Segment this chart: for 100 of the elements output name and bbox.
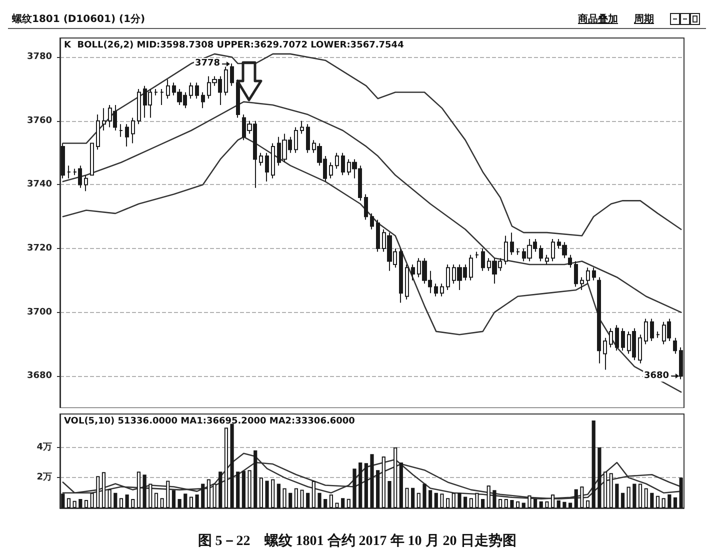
bar xyxy=(440,494,444,508)
bar xyxy=(125,494,129,508)
y-tick-label: 3760 xyxy=(26,116,52,126)
bar xyxy=(189,496,194,508)
bar xyxy=(545,501,549,508)
bar xyxy=(556,500,560,508)
candlestick xyxy=(376,219,380,252)
bar xyxy=(399,462,403,508)
candlestick xyxy=(125,124,129,147)
bar xyxy=(452,492,456,508)
bar xyxy=(306,492,310,508)
candlestick xyxy=(551,238,555,262)
candlestick xyxy=(224,66,228,96)
bar xyxy=(603,472,608,508)
candlestick xyxy=(300,120,304,134)
candlestick xyxy=(119,124,123,138)
bar xyxy=(178,499,182,508)
bar xyxy=(341,498,345,508)
bar xyxy=(172,490,176,508)
bar xyxy=(480,499,485,508)
bar xyxy=(201,484,205,508)
bar xyxy=(148,484,152,508)
y-tick-label: 3720 xyxy=(26,244,52,254)
candlestick xyxy=(597,276,601,364)
candlestick xyxy=(102,108,106,131)
bar xyxy=(405,488,409,508)
candlestick xyxy=(475,251,479,259)
bar xyxy=(66,498,71,508)
candlestick xyxy=(154,88,158,96)
bar xyxy=(662,498,666,508)
bar xyxy=(312,481,316,508)
bar xyxy=(580,486,584,508)
bar xyxy=(668,494,672,508)
text: 周期 xyxy=(634,12,654,26)
bar xyxy=(154,492,158,508)
bar xyxy=(620,492,625,508)
candlestick xyxy=(61,142,65,179)
bar xyxy=(632,484,636,508)
candlestick xyxy=(469,254,473,281)
bar xyxy=(282,488,286,508)
bar xyxy=(650,492,654,508)
bar xyxy=(638,484,642,508)
bar xyxy=(346,498,350,508)
bar xyxy=(550,494,555,508)
annotation: 3778 xyxy=(194,58,220,69)
bar xyxy=(382,456,386,508)
bar xyxy=(136,472,141,508)
bar xyxy=(498,499,502,508)
candlestick xyxy=(259,152,263,166)
bar xyxy=(78,499,82,508)
candlestick xyxy=(236,78,240,118)
candlestick xyxy=(166,78,170,100)
candlestick xyxy=(592,267,596,281)
bar xyxy=(102,472,106,508)
bar xyxy=(265,480,269,508)
bar xyxy=(90,492,94,508)
candlestick xyxy=(586,267,590,284)
candlestick xyxy=(271,142,275,179)
candlestick xyxy=(370,212,374,230)
candlestick xyxy=(516,248,520,256)
bar xyxy=(533,499,538,508)
bar xyxy=(644,488,648,508)
bar xyxy=(592,420,596,508)
chart-subtitle: K BOLL(26,2) MID:3598.7308 UPPER:3629.7072 LOWER:3567.7544 xyxy=(64,40,404,50)
bar xyxy=(376,470,380,508)
bar xyxy=(446,498,450,508)
bar xyxy=(615,484,619,508)
bar xyxy=(574,489,578,508)
candlestick xyxy=(405,264,409,300)
bar xyxy=(294,488,298,508)
bar xyxy=(358,462,362,508)
candlestick xyxy=(504,235,508,265)
bar xyxy=(598,447,602,508)
candlestick xyxy=(603,337,607,370)
bar xyxy=(364,463,368,508)
y-tick-label: 3680 xyxy=(26,371,52,382)
bar xyxy=(411,488,415,508)
bar xyxy=(318,492,322,508)
candlestick xyxy=(294,126,298,154)
candlestick xyxy=(411,264,415,281)
bar xyxy=(212,484,216,508)
candlestick xyxy=(131,117,135,144)
candlestick xyxy=(96,114,100,150)
bar xyxy=(324,499,328,508)
candlestick xyxy=(446,264,450,290)
candlestick xyxy=(650,318,654,342)
bar xyxy=(288,492,292,508)
candlestick xyxy=(265,152,269,182)
bar xyxy=(510,500,514,508)
bar xyxy=(522,502,526,508)
bar xyxy=(626,486,630,508)
bar xyxy=(259,478,264,508)
candlestick xyxy=(574,260,578,288)
y-tick-label: 4万 xyxy=(36,442,52,452)
bar xyxy=(609,473,613,508)
candlestick xyxy=(335,152,339,170)
bar xyxy=(195,494,199,508)
bar xyxy=(394,447,398,508)
bar xyxy=(224,428,228,508)
candlestick xyxy=(644,318,648,345)
